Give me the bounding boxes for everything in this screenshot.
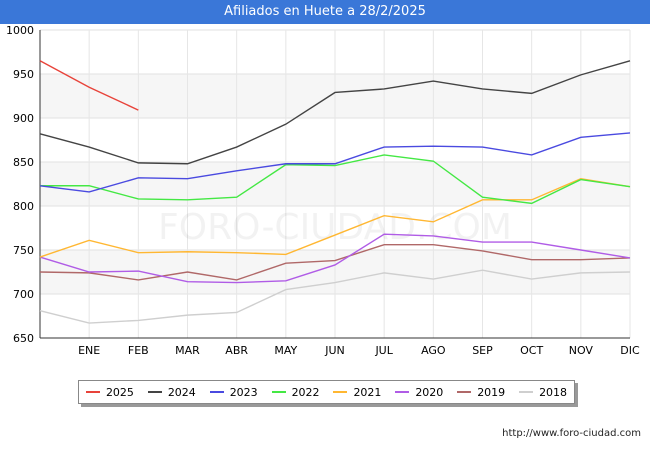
legend-item-2020: 2020 (395, 386, 443, 399)
series-line-2018 (39, 269, 631, 324)
legend-label: 2021 (353, 385, 382, 399)
x-tick-label: MAR (175, 344, 200, 357)
series-line-2019 (39, 244, 631, 281)
legend-item-2024: 2024 (147, 385, 196, 399)
y-tick-label: 900 (13, 112, 34, 125)
watermark: FORO-CIUDAD.COM (158, 207, 512, 248)
legend-swatch (333, 391, 348, 393)
series-line-2023 (39, 132, 631, 193)
legend-item-2019: 2019 (457, 386, 505, 399)
series-line-2025 (39, 60, 139, 111)
y-tick-label: 800 (13, 200, 34, 213)
series-line-2024 (39, 60, 631, 165)
legend-item-2025: 2025 (85, 385, 134, 399)
y-tick-label: 700 (13, 288, 34, 301)
legend-swatch (395, 391, 410, 393)
x-tick-label: ENE (78, 344, 100, 357)
legend-swatch (209, 391, 224, 393)
legend-item-2021: 2021 (333, 386, 381, 399)
y-tick-label: 1000 (6, 24, 34, 37)
y-tick-label: 850 (13, 156, 34, 169)
legend-label: 2023 (229, 385, 258, 399)
legend-swatch (519, 391, 534, 393)
x-tick-label: OCT (520, 344, 543, 357)
x-tick-label: JUL (374, 344, 393, 357)
legend-swatch (457, 391, 472, 393)
y-tick-label: 650 (13, 332, 34, 345)
series-line-2021 (39, 177, 631, 258)
legend-label: 2019 (477, 385, 506, 399)
x-tick-label: NOV (569, 344, 594, 357)
legend-label: 2018 (539, 385, 568, 399)
legend-label: 2020 (415, 385, 444, 399)
y-tick-label: 950 (13, 68, 34, 81)
legend-swatch (271, 391, 286, 393)
chart-title: Afiliados en Huete a 28/2/2025 (0, 0, 650, 24)
legend-item-2023: 2023 (209, 385, 258, 399)
x-tick-label: DIC (620, 344, 640, 357)
x-tick-label: ABR (225, 344, 248, 357)
y-tick-label: 750 (13, 244, 34, 257)
x-tick-label: FEB (128, 344, 149, 357)
legend-swatch (147, 391, 162, 393)
x-tick-label: AGO (421, 344, 446, 357)
legend-item-2018: 2018 (519, 386, 567, 399)
x-tick-label: MAY (274, 344, 297, 357)
source-credit: http://www.foro-ciudad.com (502, 428, 641, 439)
legend-label: 2025 (105, 385, 134, 399)
legend: 2025 2024 2023 2022 2021 2020 2019 2018 (78, 380, 575, 404)
legend-label: 2022 (291, 385, 320, 399)
x-tick-label: JUN (324, 344, 345, 357)
legend-label: 2024 (167, 385, 196, 399)
series-line-2020 (39, 233, 631, 284)
legend-item-2022: 2022 (271, 385, 320, 399)
line-chart: FORO-CIUDAD.COM 650 700 750 800 850 900 950 1000… (6, 24, 640, 357)
x-tick-label: SEP (472, 344, 493, 357)
series-line-2022 (40, 154, 631, 205)
legend-swatch (85, 391, 100, 393)
